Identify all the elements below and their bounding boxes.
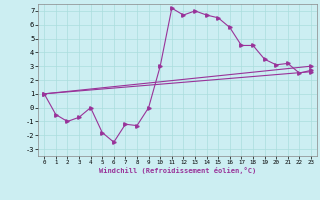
X-axis label: Windchill (Refroidissement éolien,°C): Windchill (Refroidissement éolien,°C) bbox=[99, 167, 256, 174]
